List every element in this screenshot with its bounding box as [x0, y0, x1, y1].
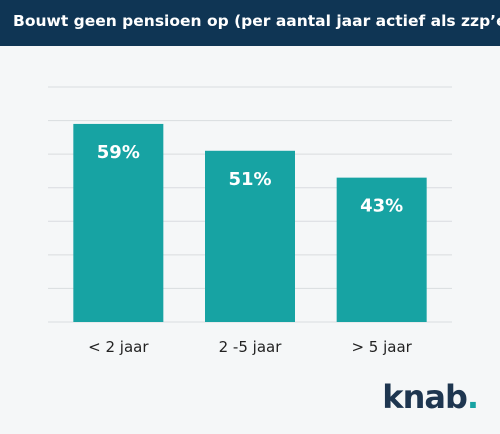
x-tick-label-3: > 5 jaar — [351, 338, 412, 356]
bar-value-label-2: 51% — [228, 169, 271, 190]
logo-text: knab — [382, 378, 468, 416]
header-bar: Bouwt geen pensioen op (per aantal jaar … — [0, 0, 500, 46]
bar-value-label-3: 43% — [360, 196, 403, 217]
knab-logo: knab. — [382, 378, 479, 416]
logo-dot: . — [466, 378, 479, 416]
bar-value-label-1: 59% — [97, 142, 140, 163]
bar-1 — [73, 123, 164, 322]
x-tick-label-1: < 2 jaar — [88, 338, 149, 356]
bar-3 — [336, 177, 427, 322]
x-tick-label-2: 2 -5 jaar — [219, 338, 283, 356]
bar-2 — [205, 150, 295, 322]
chart-title: Bouwt geen pensioen op (per aantal jaar … — [13, 12, 500, 30]
